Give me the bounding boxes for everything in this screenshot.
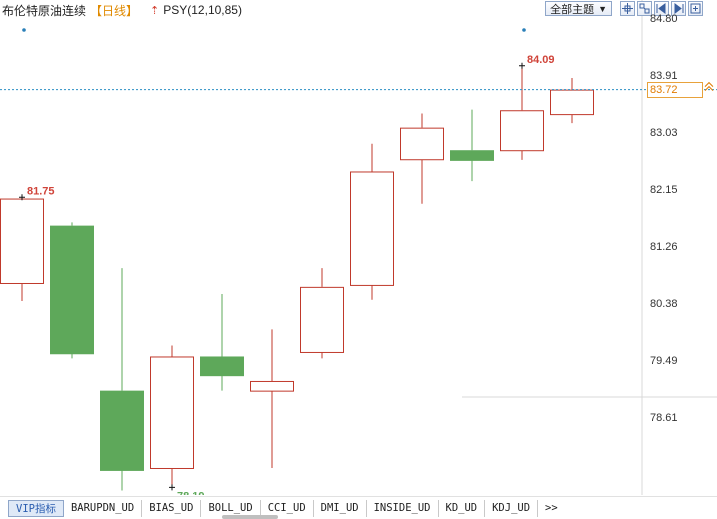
y-tick-label: 84.80	[650, 13, 678, 25]
candle-body	[500, 110, 544, 152]
step-back-button[interactable]	[654, 1, 669, 16]
extreme-marker-icon	[519, 62, 525, 69]
extreme-marker-icon	[19, 194, 25, 201]
marker-dot	[522, 28, 526, 32]
y-tick-label: 78.61	[650, 412, 678, 424]
marker-dot	[22, 28, 26, 32]
candle-body	[450, 150, 494, 161]
tab-kdj[interactable]: KDJ_UD	[485, 499, 539, 517]
indicator-name[interactable]: PSY(12,10,85)	[163, 3, 242, 17]
chart-header: 布伦特原油连续 【日线】 ⇡ PSY(12,10,85)	[0, 0, 242, 20]
candle-body	[550, 89, 594, 116]
candle-body	[100, 390, 144, 471]
period-label[interactable]: 【日线】	[90, 3, 139, 18]
candle-body	[250, 380, 294, 392]
indicator-arrow-icon: ⇡	[150, 4, 160, 17]
tab-scrollbar-thumb[interactable]	[222, 515, 278, 519]
candle-body	[0, 198, 44, 284]
y-tick-label: 81.26	[650, 241, 678, 254]
tab-bias[interactable]: BIAS_UD	[142, 499, 202, 517]
current-price-tag: 83.72	[647, 81, 703, 98]
theme-dropdown[interactable]: 全部主题 ▼	[545, 1, 612, 16]
candle-body	[400, 127, 444, 161]
high-price-label: 81.75	[27, 185, 55, 197]
chart-canvas[interactable]: 81.75 78.19 84.09	[0, 0, 717, 495]
crosshair-icon	[622, 3, 633, 14]
tab-more-button[interactable]: >>	[538, 499, 565, 517]
theme-dropdown-label: 全部主题	[550, 3, 595, 16]
tab-vip[interactable]: VIP指标	[8, 499, 64, 517]
extreme-marker-icon	[169, 484, 175, 491]
y-tick-label: 80.38	[650, 297, 678, 310]
low-price-label: 78.19	[177, 490, 205, 495]
y-tick-label: 83.91	[650, 70, 678, 83]
step-forward-button[interactable]	[671, 1, 686, 16]
chart-controls: 全部主题 ▼	[545, 1, 703, 16]
tab-boll[interactable]: BOLL_UD	[201, 499, 261, 517]
zoom-range-icon	[639, 3, 650, 14]
zoom-range-button[interactable]	[637, 1, 652, 16]
tab-barupdn[interactable]: BARUPDN_UD	[63, 499, 143, 517]
kline-chart[interactable]: 81.75 78.19 84.09 布伦特原油连续 【日线】 ⇡ PSY(12,10…	[0, 0, 717, 495]
price-tag-arrow-icon	[704, 81, 714, 91]
y-tick-label: 82.15	[650, 183, 678, 196]
tab-dmi[interactable]: DMI_UD	[313, 499, 367, 517]
instrument-name: 布伦特原油连续	[2, 3, 87, 18]
step-forward-icon	[674, 3, 684, 14]
tab-kd[interactable]: KD_UD	[438, 499, 486, 517]
candle-body	[50, 225, 94, 355]
candle-body	[300, 286, 344, 353]
candle-body	[150, 356, 194, 469]
crosshair-button[interactable]	[620, 1, 635, 16]
y-tick-label: 79.49	[650, 355, 678, 368]
candle-body	[200, 356, 244, 377]
tab-inside[interactable]: INSIDE_UD	[366, 499, 439, 517]
expand-icon	[690, 3, 701, 14]
chevron-down-icon: ▼	[598, 3, 607, 14]
y-tick-label: 83.03	[650, 127, 678, 140]
high-price-label: 84.09	[527, 54, 555, 66]
expand-button[interactable]	[688, 1, 703, 16]
tab-cci[interactable]: CCI_UD	[260, 499, 314, 517]
candle-body	[350, 171, 394, 286]
step-back-icon	[656, 3, 666, 14]
indicator-tab-strip: VIP指标 BARUPDN_UD BIAS_UD BOLL_UD CCI_UD …	[0, 496, 717, 519]
